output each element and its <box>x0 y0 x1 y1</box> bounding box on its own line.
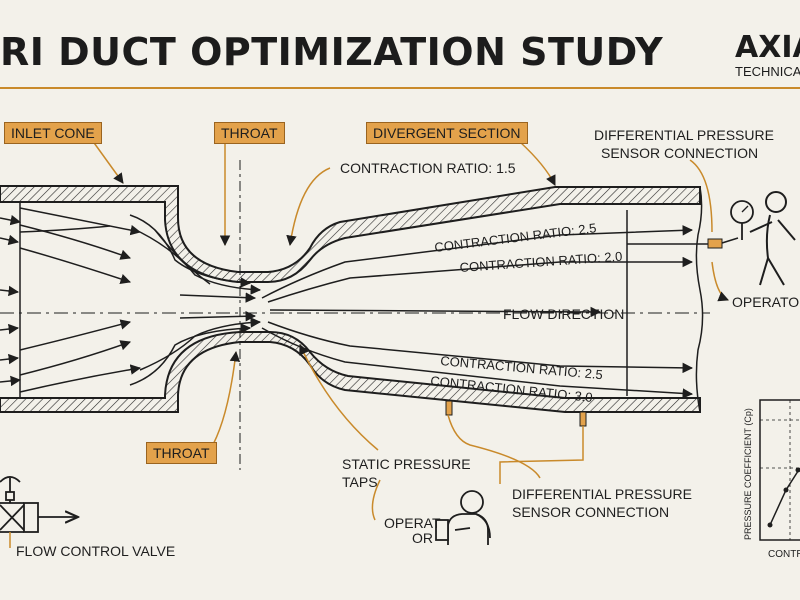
label-contraction-15: CONTRACTION RATIO: 1.5 <box>340 160 516 176</box>
label-dp-bottom-2: SENSOR CONNECTION <box>512 504 670 520</box>
duct-outlet-edge <box>695 186 704 413</box>
label-dp-top-2: SENSOR CONNECTION <box>601 145 759 161</box>
static-tap-2 <box>579 411 587 427</box>
tag-throat-bottom: THROAT <box>146 442 217 464</box>
operator-bottom-icon <box>435 490 491 545</box>
tag-throat-top: THROAT <box>214 122 285 144</box>
tag-inlet-cone: INLET CONE <box>4 122 102 144</box>
label-dp-top-1: DIFFERENTIAL PRESSURE <box>594 127 774 143</box>
company-logo-sub: TECHNICA <box>735 64 800 79</box>
tag-divergent-section: DIVERGENT SECTION <box>366 122 528 144</box>
sensor-connection-top <box>627 237 739 249</box>
leader-lines <box>91 139 729 521</box>
pressure-coefficient-chart: PRESSURE COEFFICIENT (Cp) CONTR <box>743 399 800 560</box>
company-logo: AXIA <box>735 30 800 65</box>
label-operator-bottom-1: OPERAT <box>384 515 441 531</box>
label-dp-bottom-1: DIFFERENTIAL PRESSURE <box>512 486 692 502</box>
label-flow-control-valve: FLOW CONTROL VALVE <box>16 543 176 559</box>
label-flow-direction: FLOW DIRECTION <box>503 306 625 322</box>
header-rule <box>0 87 800 89</box>
divergent-flowlines <box>261 225 694 399</box>
chart-y-label: PRESSURE COEFFICIENT (Cp) <box>743 408 753 540</box>
chart-x-label: CONTR <box>768 549 800 560</box>
page-title: RI DUCT OPTIMIZATION STUDY <box>0 30 664 74</box>
pressure-gauge-icon <box>730 200 754 240</box>
label-static-taps-1: STATIC PRESSURE <box>342 456 471 472</box>
flow-control-valve-icon <box>0 476 78 533</box>
static-tap-1 <box>445 400 453 416</box>
label-static-taps-2: TAPS <box>342 474 378 490</box>
label-operator-bottom-2: OR <box>412 530 433 546</box>
duct-wall-bottom <box>0 331 701 413</box>
streamlines-upper <box>0 207 262 303</box>
label-contraction-20: CONTRACTION RATIO: 2.0 <box>459 249 623 275</box>
label-contraction-25-top: CONTRACTION RATIO: 2.5 <box>434 220 598 255</box>
streamlines-lower <box>0 311 262 393</box>
operator-right-icon <box>749 191 796 286</box>
